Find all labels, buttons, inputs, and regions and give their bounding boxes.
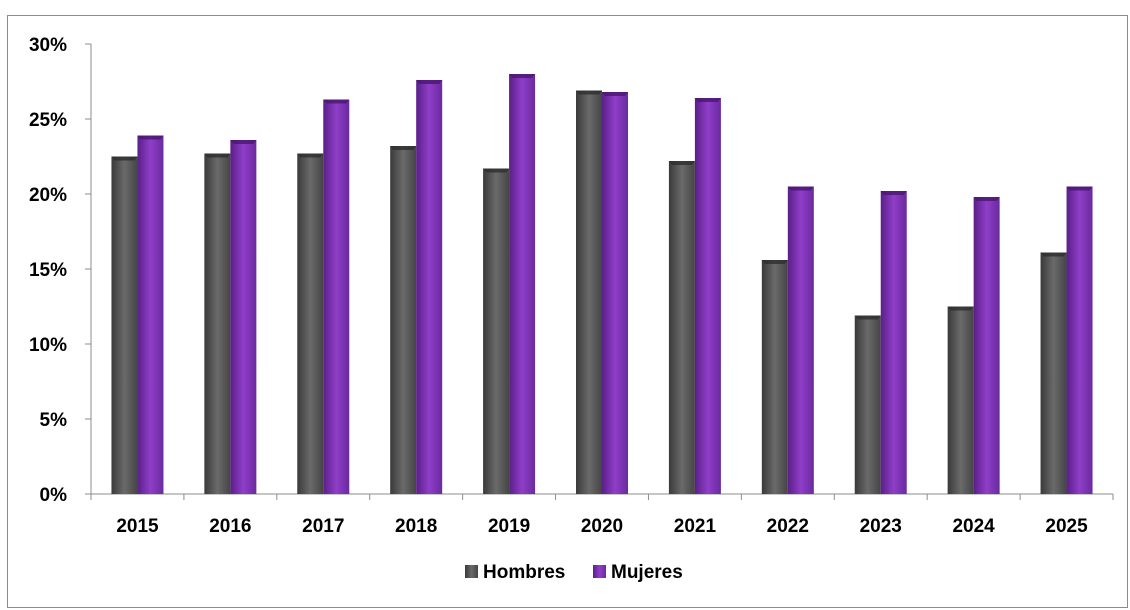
x-axis-ticks: 2015 2016 2017 2018 2019 2020 2021 2022 2023 2024… [90, 494, 1114, 537]
bar-bevel [323, 99, 350, 104]
y-tick-label: 25% [29, 110, 67, 131]
bar-bevel [787, 186, 814, 191]
bar-body [1066, 186, 1093, 494]
bar-bevel [509, 74, 536, 78]
bar-bevel [111, 156, 138, 161]
bar-body [761, 260, 788, 494]
bar-body [111, 156, 138, 494]
bar-hombres-2015 [111, 156, 138, 494]
x-tick-label: 2020 [581, 516, 623, 537]
bar-bevel [1066, 186, 1093, 191]
bar-bevel [416, 80, 443, 84]
bar-body [694, 98, 721, 494]
y-tick-label: 15% [29, 260, 67, 281]
bar-mujeres-2017 [323, 99, 350, 494]
x-tick-label: 2023 [860, 516, 902, 537]
bar-body [880, 191, 907, 494]
bar-mujeres-2023 [880, 191, 907, 494]
bar-bevel [297, 153, 324, 158]
bar-mujeres-2018 [416, 80, 443, 494]
bar-hombres-2022 [761, 260, 788, 494]
legend-swatch [593, 565, 606, 578]
bar-body [483, 168, 510, 494]
bar-body [973, 197, 1000, 494]
bar-bevel [602, 92, 628, 96]
bar-hombres-2020 [576, 90, 602, 494]
bar-bevel [761, 260, 788, 264]
bar-hombres-2025 [1040, 252, 1067, 494]
bar-hombres-2018 [390, 146, 417, 494]
bar-mujeres-2025 [1066, 186, 1093, 494]
legend-label: Mujeres [611, 562, 683, 583]
y-tick-label: 0% [40, 485, 68, 506]
y-tick-label: 30% [29, 35, 67, 56]
bar-bevel [947, 306, 974, 311]
x-tick-label: 2015 [116, 516, 159, 537]
bar-hombres-2016 [204, 153, 231, 494]
x-tick-label: 2021 [674, 516, 717, 537]
bar-body [1040, 252, 1067, 494]
bar-mujeres-2019 [509, 74, 536, 494]
x-tick-label: 2025 [1045, 516, 1088, 537]
bar-bevel [230, 140, 257, 144]
legend: Hombres Mujeres [465, 562, 683, 583]
bar-mujeres-2016 [230, 140, 257, 494]
bar-body [230, 140, 257, 494]
bar-bevel [204, 153, 231, 158]
bar-bevel [576, 90, 602, 95]
bar-body [576, 90, 602, 494]
bar-body [204, 153, 231, 494]
bar-bevel [880, 191, 907, 195]
bar-bevel [137, 135, 164, 140]
x-tick-label: 2016 [209, 516, 251, 537]
bar-bevel [668, 161, 695, 165]
x-tick-label: 2017 [302, 516, 344, 537]
legend-item-mujeres: Mujeres [593, 562, 683, 583]
y-tick-label: 10% [29, 335, 67, 356]
bar-body [509, 74, 536, 494]
legend-swatch [465, 565, 478, 578]
bar-bevel [483, 168, 510, 173]
bar-body [787, 186, 814, 494]
bar-body [137, 135, 164, 494]
bar-hombres-2019 [483, 168, 510, 494]
bar-body [297, 153, 324, 494]
bar-body [323, 99, 350, 494]
bar-bevel [694, 98, 721, 102]
bar-mujeres-2020 [602, 92, 628, 494]
chart-frame [7, 15, 1128, 608]
y-axis-ticks: 0% 5% 10% 15% 20% 25% 30% [29, 35, 91, 506]
x-tick-label: 2019 [488, 516, 530, 537]
bar-hombres-2023 [854, 315, 881, 494]
bar-mujeres-2021 [694, 98, 721, 494]
bar-bevel [854, 315, 881, 320]
bar-body [854, 315, 881, 494]
bar-bevel [973, 197, 1000, 201]
bars-group [111, 74, 1093, 494]
y-tick-label: 20% [29, 185, 67, 206]
legend-label: Hombres [483, 562, 565, 583]
legend-item-hombres: Hombres [465, 562, 565, 583]
bar-bevel [390, 146, 417, 150]
bar-body [390, 146, 417, 494]
bar-mujeres-2024 [973, 197, 1000, 494]
y-tick-label: 5% [40, 410, 68, 431]
bar-body [602, 92, 628, 494]
bar-bevel [1040, 252, 1067, 257]
x-tick-label: 2018 [395, 516, 437, 537]
bar-mujeres-2015 [137, 135, 164, 494]
bar-body [668, 161, 695, 494]
bar-hombres-2021 [668, 161, 695, 494]
bar-body [947, 306, 974, 494]
x-tick-label: 2024 [952, 516, 995, 537]
bar-mujeres-2022 [787, 186, 814, 494]
bar-hombres-2017 [297, 153, 324, 494]
x-tick-label: 2022 [767, 516, 809, 537]
bar-body [416, 80, 443, 494]
bar-hombres-2024 [947, 306, 974, 494]
